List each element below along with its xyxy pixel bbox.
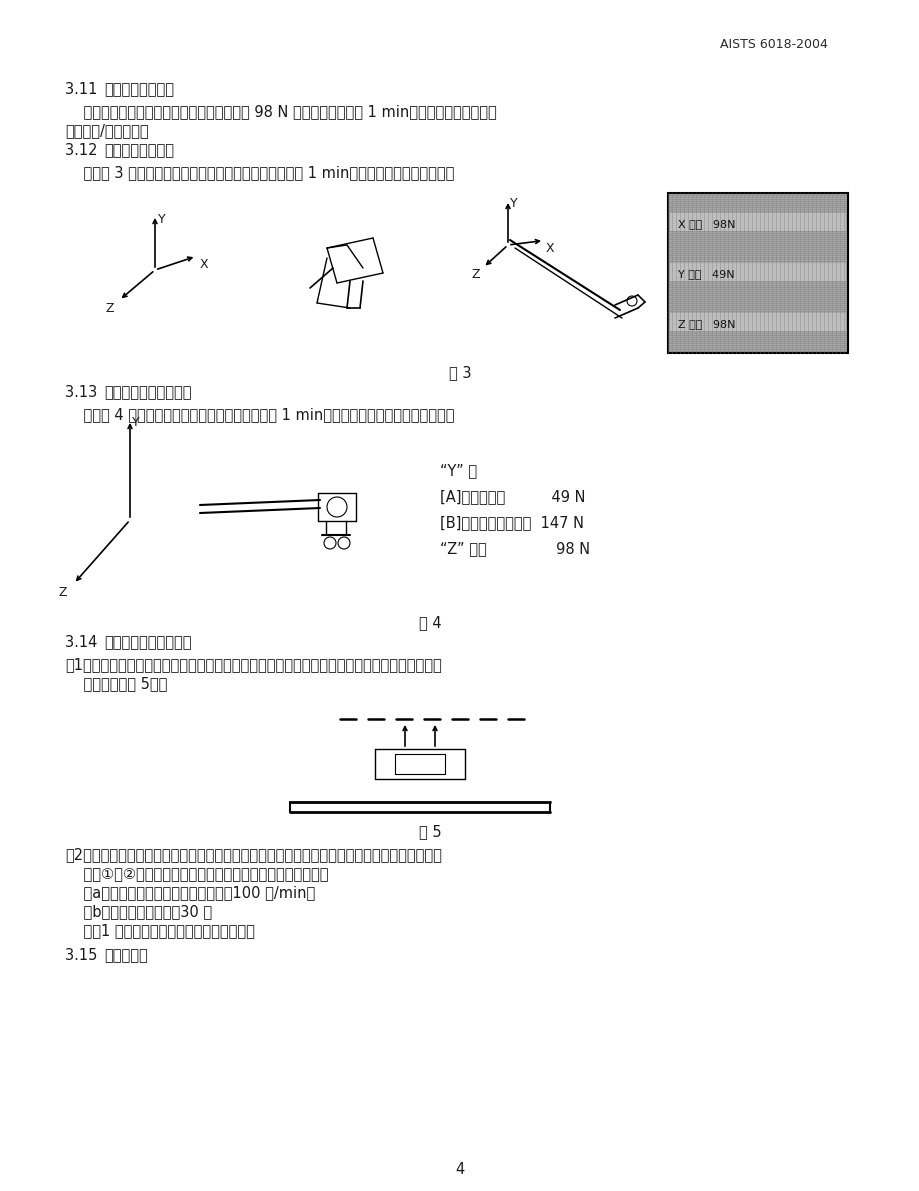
Text: Y: Y	[131, 416, 140, 429]
Bar	[669, 213, 845, 231]
Text: X: X	[545, 243, 554, 256]
Text: Z 方向   98N: Z 方向 98N	[677, 319, 734, 329]
Text: 耗低温试验: 耗低温试验	[104, 948, 148, 964]
Text: Y 方向   49N: Y 方向 49N	[677, 269, 734, 279]
Text: Z: Z	[471, 268, 479, 281]
Text: 丝杆卡子定位強度测试: 丝杆卡子定位強度测试	[104, 385, 191, 400]
Text: X: X	[199, 258, 208, 272]
Text: 按照图 3 所示的方向，向控制拉索施加静态载荷并保持 1 min，判断外壳是否出现位移。: 按照图 3 所示的方向，向控制拉索施加静态载荷并保持 1 min，判断外壳是否出…	[65, 166, 454, 180]
Text: 3.11: 3.11	[65, 82, 102, 96]
Text: Y: Y	[509, 197, 517, 210]
Bar	[669, 313, 845, 331]
Text: 图 3: 图 3	[448, 364, 471, 380]
Text: 3.14: 3.14	[65, 635, 102, 650]
Text: Z: Z	[59, 586, 67, 599]
Text: （2）安装上用于测试的暖风机控制器，模拟车辆状况，将条件设置为工作状态。然后，在下面的: （2）安装上用于测试的暖风机控制器，模拟车辆状况，将条件设置为工作状态。然后，在…	[65, 847, 441, 862]
Text: “Z” 向：               98 N: “Z” 向： 98 N	[439, 541, 589, 556]
Text: 力大小（见图 5）。: 力大小（见图 5）。	[65, 676, 167, 691]
Text: “Y” 向: “Y” 向	[439, 463, 477, 478]
Text: [A]：丝杆脱出          49 N: [A]：丝杆脱出 49 N	[439, 490, 584, 504]
Text: AISTS 6018-2004: AISTS 6018-2004	[720, 38, 827, 51]
Text: 3.13: 3.13	[65, 385, 102, 400]
Text: 注：1 次，是指往返的方式（往复行程）。: 注：1 次，是指往返的方式（往复行程）。	[65, 923, 255, 939]
Text: （1）将控制拉索勾挂在相应的部位，向最靠近勾挂部位的拉索施加一载荷，测量使其脱出的作用: （1）将控制拉索勾挂在相应的部位，向最靠近勾挂部位的拉索施加一载荷，测量使其脱出…	[65, 657, 441, 672]
Text: 在操作方向上，向控制拉索的勾连部分施加 98 N 的静态载荷，保持 1 min，然后判断各部位是否: 在操作方向上，向控制拉索的勾连部分施加 98 N 的静态载荷，保持 1 min，…	[65, 104, 496, 119]
Text: 4: 4	[455, 1162, 464, 1177]
Text: 3.15: 3.15	[65, 948, 102, 964]
Text: 控制拉索定位強度测试: 控制拉索定位強度测试	[104, 635, 191, 650]
Text: 勾连部位強度测试: 勾连部位強度测试	[104, 82, 174, 96]
Text: （b）操作连杆的次数：30 次: （b）操作连杆的次数：30 次	[65, 904, 212, 919]
Text: 有变形和/或者断裂。: 有变形和/或者断裂。	[65, 123, 149, 138]
Text: Y: Y	[158, 213, 165, 226]
Text: 按照图 4 所示的方向，分别施加静态载荷并保持 1 min，判断丝杆和丝杆卡子是否脱出。: 按照图 4 所示的方向，分别施加静态载荷并保持 1 min，判断丝杆和丝杆卡子是…	[65, 407, 454, 422]
Text: Z: Z	[105, 303, 114, 316]
Text: 图 4: 图 4	[418, 615, 441, 630]
Text: 图 5: 图 5	[418, 824, 441, 838]
Bar	[667, 193, 847, 353]
Text: 3.12: 3.12	[65, 143, 102, 158]
Text: （a）暖风机控制头连杆的操作速度：100 次/min。: （a）暖风机控制头连杆的操作速度：100 次/min。	[65, 885, 315, 900]
Text: [B]：丝杆卡子脱出为  147 N: [B]：丝杆卡子脱出为 147 N	[439, 515, 584, 530]
Text: 条件①和②下，进行操作，并判断拉索是否会从连接处脱出。: 条件①和②下，进行操作，并判断拉索是否会从连接处脱出。	[65, 866, 328, 881]
Text: 拉索卡箍強度测试: 拉索卡箍強度测试	[104, 143, 174, 158]
Bar	[669, 263, 845, 281]
Text: X 方向   98N: X 方向 98N	[677, 219, 734, 229]
